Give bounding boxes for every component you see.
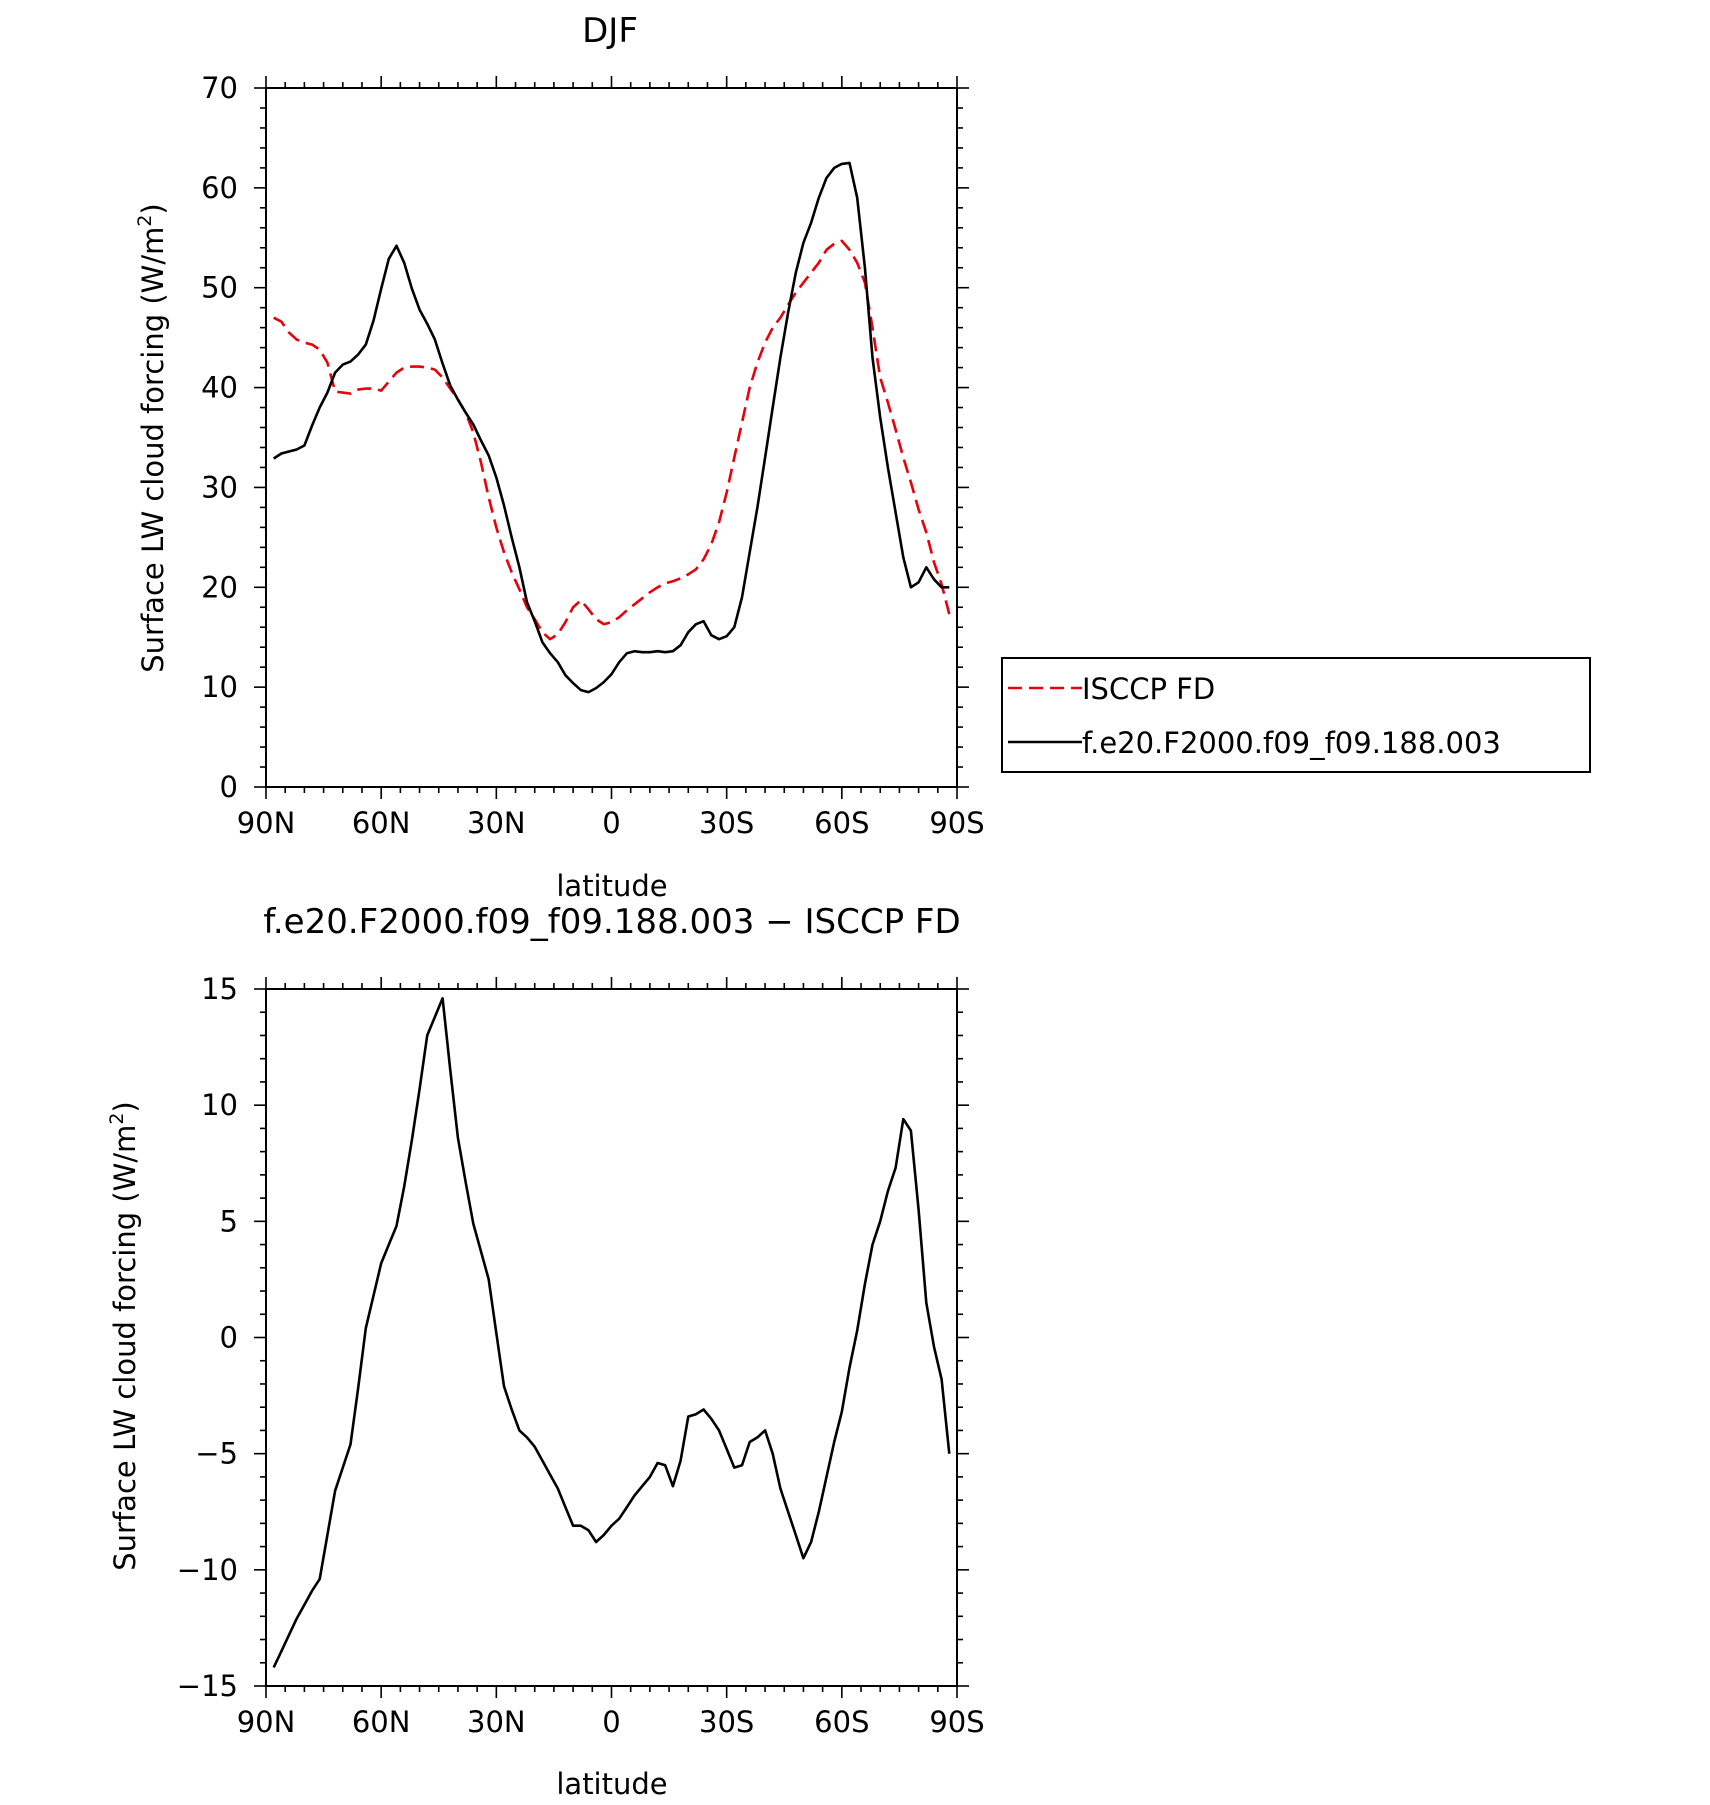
top-chart-panel: DJF latitude Surface LW cloud forcing (W… xyxy=(134,11,985,903)
bottom-chart-series-line-0 xyxy=(272,996,951,1668)
legend-label-model: f.e20.F2000.f09_f09.188.003 xyxy=(1082,726,1501,760)
top-chart-x-tick-label: 90N xyxy=(237,806,296,840)
top-chart-y-tick-label: 30 xyxy=(201,470,238,504)
bottom-chart-x-tick-label: 30N xyxy=(467,1705,526,1739)
top-chart-x-tick-label: 30S xyxy=(699,806,754,840)
top-chart-series-line-1 xyxy=(272,161,950,694)
bottom-chart-x-tick-label: 60N xyxy=(352,1705,411,1739)
top-chart-x-tick-label: 60N xyxy=(352,806,411,840)
top-chart-series-line-0 xyxy=(273,239,951,641)
top-chart-x-tick-label: 60S xyxy=(814,806,869,840)
bottom-chart-x-tick-label: 60S xyxy=(814,1705,869,1739)
bottom-chart-x-tick-label: 30S xyxy=(699,1705,754,1739)
bottom-chart-y-tick-label: −10 xyxy=(177,1553,238,1587)
top-chart-x-tick-label: 0 xyxy=(602,806,620,840)
bottom-chart-y-tick-label: 0 xyxy=(220,1321,238,1355)
top-chart-title: DJF xyxy=(582,11,638,51)
top-chart-y-tick-label: 20 xyxy=(201,570,238,604)
top-chart-x-axis-label: latitude xyxy=(556,869,667,903)
top-chart-plot-frame xyxy=(265,87,958,788)
top-chart-y-tick-label: 40 xyxy=(201,371,238,405)
legend-box xyxy=(1001,657,1591,773)
top-chart-x-tick-label: 90S xyxy=(929,806,984,840)
bottom-chart-title: f.e20.F2000.f09_f09.188.003 − ISCCP FD xyxy=(263,902,960,942)
top-chart-y-axis-label: Surface LW cloud forcing (W/m2) xyxy=(134,203,170,673)
top-chart-y-tick-label: 70 xyxy=(201,71,238,105)
bottom-chart-plot-frame xyxy=(265,988,958,1687)
bottom-chart-y-tick-label: 5 xyxy=(220,1204,238,1238)
bottom-chart-x-tick-label: 90S xyxy=(929,1705,984,1739)
top-chart-y-tick-label: 0 xyxy=(220,770,238,804)
bottom-chart-y-tick-label: −15 xyxy=(177,1669,238,1703)
bottom-chart-x-tick-label: 0 xyxy=(602,1705,620,1739)
top-chart-x-tick-label: 30N xyxy=(467,806,526,840)
bottom-chart-y-tick-label: 10 xyxy=(201,1088,238,1122)
bottom-chart-x-axis-label: latitude xyxy=(556,1767,667,1801)
bottom-chart-y-tick-label: −5 xyxy=(195,1437,238,1471)
bottom-chart-x-tick-label: 90N xyxy=(237,1705,296,1739)
top-chart-y-tick-label: 10 xyxy=(201,670,238,704)
top-chart-y-tick-label: 60 xyxy=(201,171,238,205)
bottom-chart-y-tick-label: 15 xyxy=(201,972,238,1006)
bottom-chart-y-axis-label: Surface LW cloud forcing (W/m2) xyxy=(106,1101,142,1571)
top-chart-y-tick-label: 50 xyxy=(201,271,238,305)
legend: ISCCP FD f.e20.F2000.f09_f09.188.003 xyxy=(1001,657,1591,773)
legend-label-isccp-fd: ISCCP FD xyxy=(1082,672,1215,706)
bottom-chart-panel: f.e20.F2000.f09_f09.188.003 − ISCCP FD l… xyxy=(106,902,985,1801)
